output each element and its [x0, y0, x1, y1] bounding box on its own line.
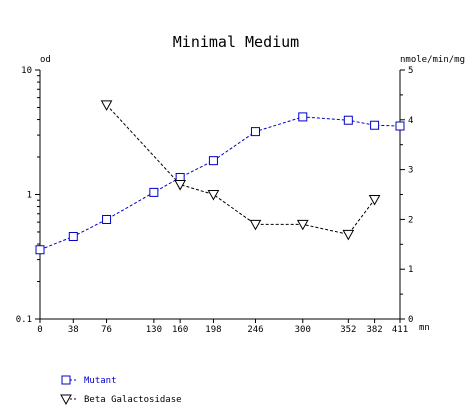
left-y-tick-label: 0.1 — [16, 315, 32, 325]
x-tick-label: 352 — [340, 325, 356, 335]
beta-galactosidase-marker — [207, 190, 220, 201]
beta-galactosidase-marker — [342, 229, 355, 241]
mutant-marker — [395, 121, 405, 131]
mutant-marker — [68, 231, 78, 241]
mutant-marker — [61, 375, 71, 385]
right-y-tick-label: 4 — [408, 116, 413, 126]
right-y-tick-label: 0 — [408, 315, 413, 325]
right-y-tick-label: 1 — [408, 265, 413, 275]
x-tick-label: 38 — [68, 325, 79, 335]
beta-galactosidase-marker — [368, 194, 381, 206]
chart-title: Minimal Medium — [173, 33, 299, 51]
mutant-marker — [149, 187, 159, 197]
mutant-marker — [370, 120, 380, 130]
x-tick-label: 246 — [247, 325, 263, 335]
legend-label: Beta Galactosidase — [84, 395, 182, 405]
mutant-marker — [250, 127, 260, 137]
right-y-tick-label: 3 — [408, 166, 413, 176]
x-tick-label: 130 — [146, 325, 162, 335]
x-tick-label: 76 — [101, 325, 112, 335]
mutant-marker — [35, 245, 45, 255]
beta-galactosidase-marker — [100, 100, 113, 111]
beta-galactosidase-marker — [60, 394, 72, 405]
mutant-marker — [208, 156, 218, 166]
x-tick-label: 411 — [392, 325, 408, 335]
mutant-marker — [343, 115, 353, 125]
legend-label: Mutant — [84, 376, 117, 386]
x-tick-label: 300 — [295, 325, 311, 335]
beta-galactosidase-marker — [296, 219, 309, 231]
x-tick-label: 0 — [37, 325, 42, 335]
x-tick-label: 160 — [172, 325, 188, 335]
x-axis-unit-label: mn — [419, 323, 430, 333]
beta-galactosidase-marker — [249, 219, 262, 231]
right-axis-label: nmole/min/mg — [400, 55, 465, 65]
right-y-tick-label: 2 — [408, 215, 413, 225]
beta-galactosidase-marker — [174, 180, 186, 191]
series-line-mutant — [39, 116, 401, 251]
x-tick-label: 382 — [366, 325, 382, 335]
series-line-beta-galactosidase — [106, 104, 375, 235]
left-axis-label: od — [40, 55, 51, 65]
left-y-tick-label: 10 — [21, 66, 32, 76]
right-y-tick-label: 5 — [408, 66, 413, 76]
mutant-marker — [298, 112, 308, 122]
mutant-marker — [102, 214, 112, 224]
left-y-tick-label: 1 — [27, 191, 32, 201]
x-tick-label: 198 — [205, 325, 221, 335]
